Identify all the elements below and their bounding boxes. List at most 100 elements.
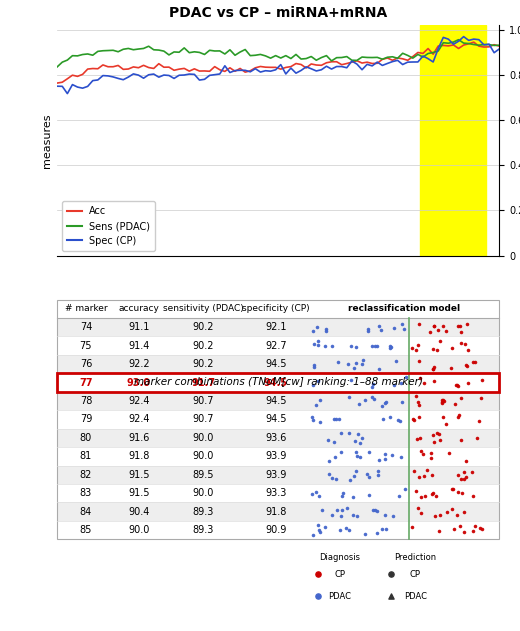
Point	[396, 416, 404, 427]
Text: specificity (CP): specificity (CP)	[242, 304, 310, 314]
Text: 93.6: 93.6	[265, 433, 287, 443]
Point	[428, 345, 437, 355]
Point	[456, 321, 464, 331]
Acc	[64, 75, 71, 83]
Point	[313, 400, 321, 410]
Point	[414, 472, 423, 482]
Point	[438, 397, 447, 407]
Point	[309, 529, 318, 540]
Spec (CP)	[64, 90, 71, 97]
Point	[457, 327, 465, 337]
Point	[457, 474, 465, 484]
Point	[395, 492, 404, 502]
Point	[394, 415, 402, 425]
Sens (PDAC)	[456, 36, 462, 44]
Point	[410, 415, 418, 425]
Point	[464, 378, 472, 388]
Text: 90.0: 90.0	[192, 451, 214, 461]
Point	[427, 489, 436, 499]
Point	[448, 504, 457, 514]
Text: PDAC: PDAC	[329, 592, 352, 601]
Point	[423, 465, 431, 475]
Text: 94.5: 94.5	[265, 359, 287, 369]
Point	[314, 375, 322, 386]
Text: 91.5: 91.5	[128, 469, 150, 480]
Bar	[57, 374, 499, 392]
Point	[370, 341, 379, 351]
Point	[333, 505, 341, 515]
Point	[462, 361, 471, 371]
Point	[448, 343, 457, 353]
Text: reclassification model: reclassification model	[348, 304, 460, 314]
Point	[381, 398, 389, 408]
Bar	[57, 300, 499, 540]
Point	[314, 336, 322, 346]
Point	[364, 326, 372, 336]
Point	[338, 505, 346, 515]
Sens (PDAC)	[176, 49, 182, 56]
Point	[387, 342, 395, 352]
Acc	[54, 80, 60, 87]
Point	[413, 340, 422, 350]
Point	[402, 372, 410, 382]
Point	[419, 449, 427, 459]
Text: CP: CP	[410, 570, 421, 579]
Point	[400, 484, 409, 494]
Point	[417, 492, 425, 502]
Point	[381, 510, 389, 520]
Point	[460, 507, 468, 517]
Point	[346, 475, 354, 485]
Text: 89.5: 89.5	[192, 469, 214, 480]
Point	[352, 466, 360, 476]
Point	[346, 375, 355, 385]
Point	[322, 326, 330, 336]
Point	[428, 430, 437, 440]
Point	[430, 376, 438, 386]
Text: Prediction: Prediction	[394, 553, 436, 562]
Point	[334, 357, 342, 367]
Point	[374, 363, 383, 374]
Point	[460, 467, 469, 477]
Point	[324, 456, 333, 466]
Point	[310, 362, 318, 372]
Point	[337, 511, 345, 521]
Point	[342, 522, 350, 533]
Point	[337, 491, 346, 501]
Point	[450, 524, 458, 534]
Point	[359, 355, 367, 365]
Point	[310, 360, 318, 370]
Point	[477, 393, 486, 403]
Point	[378, 401, 386, 411]
Text: 83: 83	[80, 488, 92, 498]
Point	[382, 524, 390, 534]
Point	[434, 325, 443, 335]
Point	[374, 455, 383, 465]
Acc	[176, 66, 182, 73]
Point	[331, 452, 340, 462]
Point	[345, 525, 354, 535]
Text: 91.7: 91.7	[191, 377, 215, 387]
Text: 90.4: 90.4	[128, 507, 150, 517]
Text: 81: 81	[80, 451, 92, 461]
Point	[328, 341, 336, 351]
Point	[469, 491, 477, 501]
Point	[353, 511, 361, 521]
Sens (PDAC)	[496, 42, 502, 49]
Point	[414, 412, 423, 422]
Point	[457, 338, 465, 348]
Point	[409, 466, 418, 476]
Point	[447, 363, 456, 373]
Point	[460, 474, 469, 484]
Point	[309, 380, 317, 390]
Text: 94.5: 94.5	[264, 377, 288, 387]
Point	[434, 526, 443, 536]
Point	[379, 414, 387, 424]
Bar	[57, 502, 499, 521]
Point	[378, 524, 386, 534]
Point	[428, 364, 437, 374]
Sens (PDAC)	[272, 52, 279, 59]
Point	[377, 325, 385, 335]
Text: 77: 77	[79, 377, 93, 387]
Spec (CP)	[278, 61, 284, 68]
Point	[336, 428, 345, 438]
